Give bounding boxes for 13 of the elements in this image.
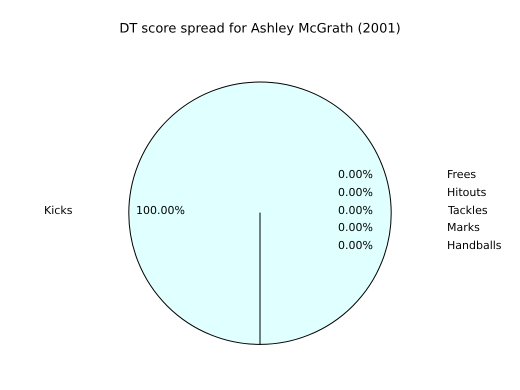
category-label: Marks (447, 221, 480, 234)
data-label: 100.00% (136, 204, 185, 217)
category-label: Handballs (447, 239, 502, 252)
slice-label: Kicks (44, 204, 73, 217)
text: 0.00% (338, 186, 373, 199)
category-label: Frees (447, 168, 476, 181)
text: 0.00% (338, 168, 373, 181)
text: 0.00% (338, 221, 373, 234)
text: 0.00% (338, 204, 373, 217)
category-label: Hitouts (447, 186, 486, 199)
chart-title: DT score spread for Ashley McGrath (2001) (119, 22, 401, 36)
text: 0.00% (338, 239, 373, 252)
category-label: Tackles (448, 204, 488, 217)
